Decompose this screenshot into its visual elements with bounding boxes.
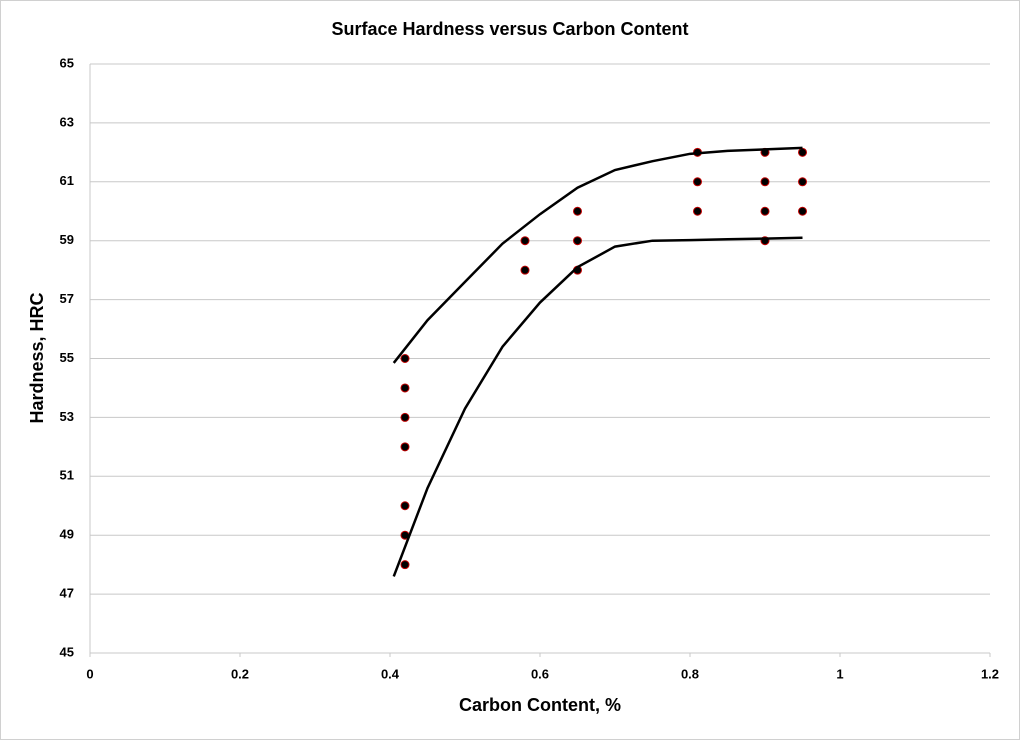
y-tick-label: 45: [60, 644, 74, 659]
y-tick-label: 53: [60, 409, 74, 424]
y-tick-label: 47: [60, 586, 74, 601]
data-point: [798, 206, 807, 216]
x-tick-label: 1: [836, 666, 843, 681]
y-tick-label: 59: [60, 232, 74, 247]
y-tick-label: 61: [60, 173, 74, 188]
x-tick-label: 0: [86, 666, 93, 681]
y-tick-label: 63: [60, 114, 74, 129]
data-point: [400, 354, 410, 363]
y-tick-label: 49: [60, 527, 74, 542]
fit-curve: [392, 236, 803, 577]
fit-curve: [392, 146, 803, 364]
data-point: [520, 236, 530, 246]
x-tick-label: 0.4: [381, 666, 400, 681]
data-point: [400, 442, 410, 452]
data-point: [573, 206, 582, 216]
data-point: [520, 265, 530, 275]
data-point: [400, 383, 410, 393]
x-tick-label: 0.2: [231, 666, 249, 681]
data-point: [798, 177, 807, 187]
data-point: [760, 206, 770, 216]
y-tick-label: 51: [60, 468, 74, 483]
x-tick-label: 0.6: [531, 666, 549, 681]
data-point: [693, 177, 702, 187]
data-point: [760, 177, 770, 187]
data-point: [573, 236, 582, 246]
x-tick-label: 0.8: [681, 666, 699, 681]
data-point: [400, 560, 410, 570]
y-tick-label: 57: [60, 291, 74, 306]
data-point: [400, 412, 410, 422]
x-tick-label: 1.2: [981, 666, 999, 681]
y-axis-title: Hardness, HRC: [27, 292, 47, 423]
chart-title: Surface Hardness versus Carbon Content: [331, 19, 688, 39]
data-point: [798, 147, 807, 157]
x-axis-title: Carbon Content, %: [459, 695, 621, 715]
y-tick-label: 65: [60, 55, 74, 70]
data-point: [400, 501, 410, 511]
data-point: [693, 206, 702, 216]
y-tick-label: 55: [60, 350, 74, 365]
